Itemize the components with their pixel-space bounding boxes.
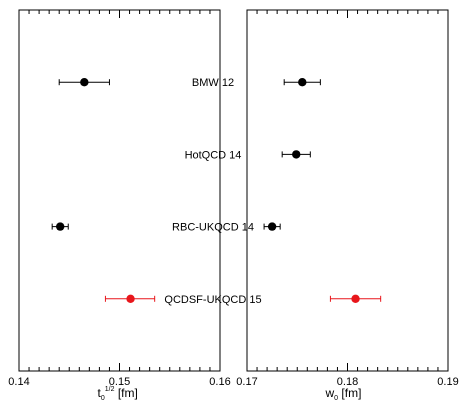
panel-frame	[18, 9, 221, 372]
data-marker	[126, 294, 135, 303]
x-tick-label: 0.19	[437, 376, 458, 388]
data-point-bmw-12	[283, 78, 321, 87]
panel-left: 0.14 0.15 0.16 t01/2 [fm]	[8, 9, 231, 402]
collaboration-label: HotQCD 14	[185, 149, 242, 161]
data-point-bmw-12	[58, 78, 110, 87]
collaboration-label: BMW 12	[192, 77, 234, 89]
collaboration-label: RBC-UKQCD 14	[172, 222, 254, 234]
data-marker	[80, 78, 89, 87]
data-point-qcdsf-ukqcd-15	[329, 294, 382, 303]
data-point-rbc-ukqcd-14	[263, 222, 281, 231]
panel-frame	[246, 9, 449, 372]
data-point-qcdsf-ukqcd-15	[104, 294, 156, 303]
x-axis-label: w0 [fm]	[325, 386, 362, 402]
data-point-hotqcd-14	[281, 150, 311, 159]
collaboration-labels: BMW 12 HotQCD 14 RBC-UKQCD 14 QCDSF-UKQCD 1…	[164, 77, 261, 306]
data-marker	[351, 294, 360, 303]
data-marker	[298, 78, 307, 87]
panel-right: 0.17 0.18 0.19 w0 [fm]	[236, 9, 459, 402]
data-point-rbc-ukqcd-14	[51, 222, 69, 231]
data-marker	[292, 150, 301, 159]
x-tick-label: 0.15	[109, 376, 130, 388]
data-marker	[56, 222, 65, 231]
x-tick-label: 0.16	[209, 376, 230, 388]
data-marker	[267, 222, 277, 231]
collaboration-label: QCDSF-UKQCD 15	[164, 294, 261, 306]
x-tick-label: 0.18	[337, 376, 358, 388]
x-tick-label: 0.17	[236, 376, 257, 388]
x-tick-label: 0.14	[8, 376, 29, 388]
x-axis-label: t01/2 [fm]	[98, 386, 138, 402]
